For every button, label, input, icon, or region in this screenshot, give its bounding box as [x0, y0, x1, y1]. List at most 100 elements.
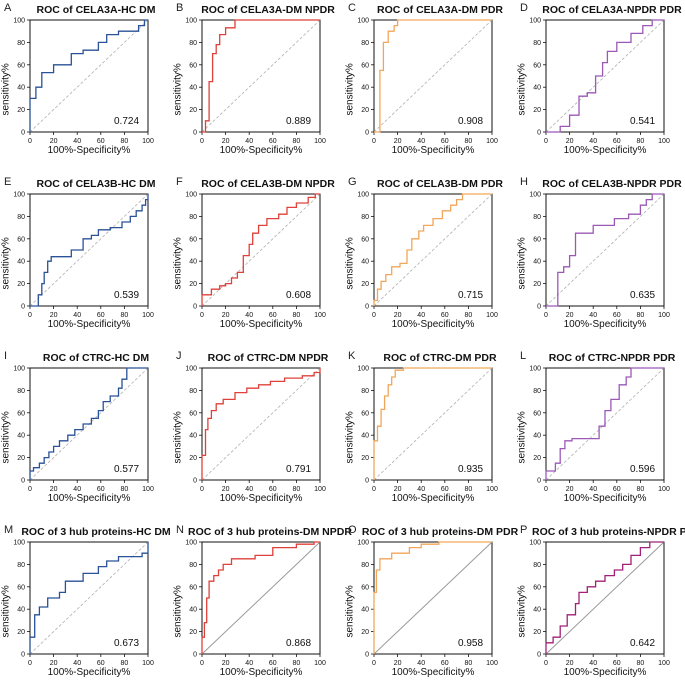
- auc-value: 0.635: [630, 290, 656, 301]
- x-axis-label: 100%-Specificity%: [219, 667, 303, 678]
- y-tick-label: 60: [533, 584, 541, 591]
- y-tick-label: 0: [193, 652, 197, 659]
- y-tick-label: 80: [17, 562, 25, 569]
- y-tick-label: 0: [21, 652, 25, 659]
- x-tick-label: 0: [28, 312, 32, 319]
- chart-title: ROC of 3 hub proteins-NPDR PDR: [532, 526, 685, 538]
- y-tick-label: 80: [189, 562, 197, 569]
- y-tick-label: 60: [17, 584, 25, 591]
- roc-panel-b: B ROC of CELA3A-DM NPDR 0 0 20 20 40 40 60 60 80 80…: [172, 0, 343, 174]
- plot-frame: [545, 19, 665, 133]
- y-tick-label: 80: [533, 388, 541, 395]
- x-tick-label: 20: [566, 660, 574, 667]
- y-axis-label: sensitivity%: [172, 63, 184, 116]
- x-tick-label: 80: [637, 486, 645, 493]
- x-tick-label: 80: [293, 312, 301, 319]
- y-tick-label: 20: [17, 455, 25, 462]
- x-tick-label: 40: [245, 138, 253, 145]
- x-tick-label: 40: [73, 312, 81, 319]
- x-tick-label: 60: [441, 486, 449, 493]
- x-tick-label: 40: [589, 486, 597, 493]
- x-tick-label: 100: [142, 312, 154, 319]
- y-tick-label: 40: [17, 607, 25, 614]
- x-tick-label: 40: [589, 660, 597, 667]
- x-tick-label: 100: [486, 486, 498, 493]
- chart-title: ROC of CELA3B-HC DM: [36, 178, 156, 190]
- x-axis-label: 100%-Specificity%: [563, 493, 647, 504]
- y-axis-label: sensitivity%: [344, 585, 356, 638]
- roc-panel-a: A ROC of CELA3A-HC DM 0 0 20 20 40 40 60 60 80 80 10…: [0, 0, 171, 174]
- panel-letter: J: [176, 350, 182, 362]
- roc-curve: [373, 367, 492, 480]
- auc-value: 0.715: [458, 290, 484, 301]
- panel-letter: A: [4, 2, 12, 14]
- y-tick-label: 80: [189, 214, 197, 221]
- roc-plot: 00 20 20 40 40 60 60 80 80 100 100: [529, 192, 670, 320]
- roc-panel-g: G ROC of CELA3B-DM PDR 0 0 20 20 40 40 60 60 80 80 1…: [344, 174, 515, 348]
- x-tick-label: 60: [269, 138, 277, 145]
- auc-value: 0.673: [114, 638, 140, 649]
- y-tick-label: 60: [189, 236, 197, 243]
- x-tick-label: 80: [293, 660, 301, 667]
- x-tick-label: 20: [394, 486, 402, 493]
- roc-curve: [373, 193, 492, 306]
- x-tick-label: 60: [613, 660, 621, 667]
- y-tick-label: 0: [21, 130, 25, 137]
- roc-panel-d: D ROC of CELA3A-NPDR PDR 0 0 20 20 40 40 60 60 80 8…: [516, 0, 685, 174]
- x-tick-label: 100: [142, 660, 154, 667]
- plot-frame: [29, 19, 149, 133]
- y-tick-label: 100: [357, 540, 369, 547]
- x-tick-label: 40: [245, 486, 253, 493]
- x-tick-label: 80: [293, 138, 301, 145]
- roc-panel-p: P ROC of 3 hub proteins-NPDR PDR 0 0 20 20 40 4…: [516, 522, 685, 696]
- y-tick-label: 60: [361, 410, 369, 417]
- x-tick-label: 20: [222, 312, 230, 319]
- roc-plot: 00 20 20 40 40 60 60 80 80 100 100: [529, 540, 670, 668]
- y-tick-label: 100: [185, 540, 197, 547]
- x-tick-label: 80: [121, 486, 129, 493]
- panel-letter: N: [176, 524, 184, 536]
- y-tick-label: 40: [533, 85, 541, 92]
- y-tick-label: 80: [361, 40, 369, 47]
- roc-panel-e: E ROC of CELA3B-HC DM 0 0 20 20 40 40 60 60 80 80 10…: [0, 174, 171, 348]
- y-tick-label: 40: [361, 433, 369, 440]
- x-tick-label: 100: [314, 138, 326, 145]
- y-tick-label: 80: [361, 214, 369, 221]
- x-tick-label: 0: [28, 138, 32, 145]
- reference-diagonal: [29, 19, 149, 133]
- panel-letter: I: [4, 350, 8, 362]
- x-tick-label: 20: [222, 660, 230, 667]
- roc-curve: [374, 19, 492, 133]
- y-tick-label: 80: [533, 214, 541, 221]
- reference-diagonal: [545, 19, 665, 133]
- x-tick-label: 60: [441, 312, 449, 319]
- reference-diagonal: [201, 367, 321, 481]
- roc-plot: 00 20 20 40 40 60 60 80 80 100 100: [357, 366, 498, 494]
- x-tick-label: 40: [589, 312, 597, 319]
- y-axis-label: sensitivity%: [172, 411, 184, 464]
- x-tick-label: 60: [441, 138, 449, 145]
- x-tick-label: 0: [544, 660, 548, 667]
- x-tick-label: 100: [658, 138, 670, 145]
- y-tick-label: 100: [13, 192, 25, 199]
- y-axis-label: sensitivity%: [516, 63, 528, 116]
- y-tick-label: 40: [189, 433, 197, 440]
- roc-curve: [373, 541, 492, 654]
- y-tick-label: 20: [17, 107, 25, 114]
- plot-frame: [373, 193, 493, 307]
- roc-panel-h: H ROC of CELA3B-NPDR PDR 0 0 20 20 40 40 60 60 80 8…: [516, 174, 685, 348]
- roc-panel-j: J ROC of CTRC-DM NPDR 0 0 20 20 40 40 60 60 80 80 10…: [172, 348, 343, 522]
- roc-plot: 00 20 20 40 40 60 60 80 80 100 100: [357, 18, 498, 146]
- y-axis-label: sensitivity%: [344, 411, 356, 464]
- y-tick-label: 100: [13, 540, 25, 547]
- x-tick-label: 20: [50, 138, 58, 145]
- x-axis-label: 100%-Specificity%: [47, 493, 131, 504]
- roc-curve: [201, 368, 321, 480]
- auc-value: 0.868: [286, 638, 312, 649]
- x-axis-label: 100%-Specificity%: [219, 319, 303, 330]
- x-tick-label: 80: [121, 312, 129, 319]
- x-tick-label: 0: [28, 486, 32, 493]
- plot-frame: [545, 193, 665, 307]
- auc-value: 0.908: [458, 116, 484, 127]
- chart-title: ROC of CELA3B-DM PDR: [377, 178, 503, 190]
